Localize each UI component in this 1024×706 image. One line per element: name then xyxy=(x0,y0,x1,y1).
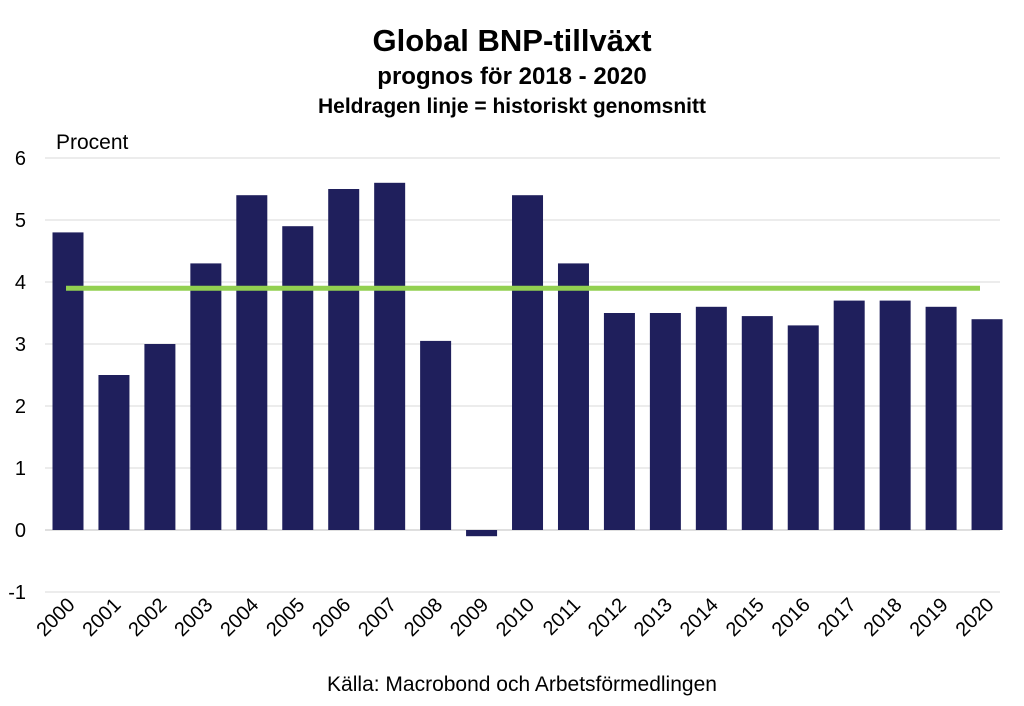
y-tick-label: 5 xyxy=(15,210,26,232)
x-tick-label: 2018 xyxy=(860,594,907,641)
bar-2008 xyxy=(420,340,452,530)
y-tick-label: 6 xyxy=(15,148,26,170)
bar-2015 xyxy=(741,316,773,530)
bar-2004 xyxy=(236,195,268,530)
x-tick-label: 2015 xyxy=(722,594,769,641)
y-axis-label: Procent xyxy=(56,131,129,154)
bar-2018 xyxy=(879,300,911,530)
x-tick-label: 2014 xyxy=(676,594,723,641)
x-axis-ticks: 2000200120022003200420052006200720082009… xyxy=(33,594,999,641)
bar-2003 xyxy=(190,263,222,530)
source-note: Källa: Macrobond och Arbetsförmedlingen xyxy=(327,673,717,696)
y-tick-label: 3 xyxy=(15,334,26,356)
x-tick-label: 2005 xyxy=(262,594,309,641)
y-tick-label: 2 xyxy=(15,396,26,418)
x-tick-label: 2001 xyxy=(78,594,125,641)
bar-2006 xyxy=(328,189,360,530)
bar-2007 xyxy=(374,182,406,531)
x-tick-label: 2010 xyxy=(492,594,539,641)
bar-series xyxy=(52,182,1003,537)
y-tick-label: 4 xyxy=(15,272,26,294)
bar-2001 xyxy=(98,375,130,530)
bar-2017 xyxy=(833,300,865,530)
x-tick-label: 2000 xyxy=(33,594,80,641)
bar-2019 xyxy=(925,306,957,530)
x-tick-label: 2006 xyxy=(308,594,355,641)
bar-2010 xyxy=(512,195,544,530)
x-tick-label: 2020 xyxy=(952,594,999,641)
chart-subtitle: prognos för 2018 - 2020 xyxy=(377,63,646,90)
x-tick-label: 2012 xyxy=(584,594,631,641)
chart-subtitle-2: Heldragen linje = historiskt genomsnitt xyxy=(318,95,706,118)
y-tick-label: 1 xyxy=(15,458,26,480)
x-tick-label: 2013 xyxy=(630,594,677,641)
chart-title: Global BNP-tillväxt xyxy=(372,23,651,58)
x-tick-label: 2011 xyxy=(539,594,585,640)
x-tick-label: 2004 xyxy=(216,594,263,641)
bar-2009 xyxy=(466,530,498,537)
bar-2011 xyxy=(557,263,589,530)
bar-2016 xyxy=(787,325,819,530)
bar-2014 xyxy=(695,306,727,530)
y-tick-label: 0 xyxy=(15,520,26,542)
x-tick-label: 2002 xyxy=(124,594,171,641)
y-tick-label: -1 xyxy=(8,582,26,604)
x-tick-label: 2019 xyxy=(906,594,953,641)
bar-2013 xyxy=(649,313,681,530)
x-tick-label: 2009 xyxy=(446,594,493,641)
x-tick-label: 2008 xyxy=(400,594,447,641)
bar-2020 xyxy=(971,319,1003,530)
bar-2000 xyxy=(52,232,84,530)
x-tick-label: 2016 xyxy=(768,594,815,641)
x-tick-label: 2007 xyxy=(354,594,401,641)
bar-2012 xyxy=(603,313,635,530)
bar-2005 xyxy=(282,226,314,530)
x-tick-label: 2003 xyxy=(170,594,217,641)
x-tick-label: 2017 xyxy=(814,594,861,641)
bar-2002 xyxy=(144,344,176,530)
y-axis-ticks: -1 0 1 2 3 4 5 6 xyxy=(8,148,26,604)
